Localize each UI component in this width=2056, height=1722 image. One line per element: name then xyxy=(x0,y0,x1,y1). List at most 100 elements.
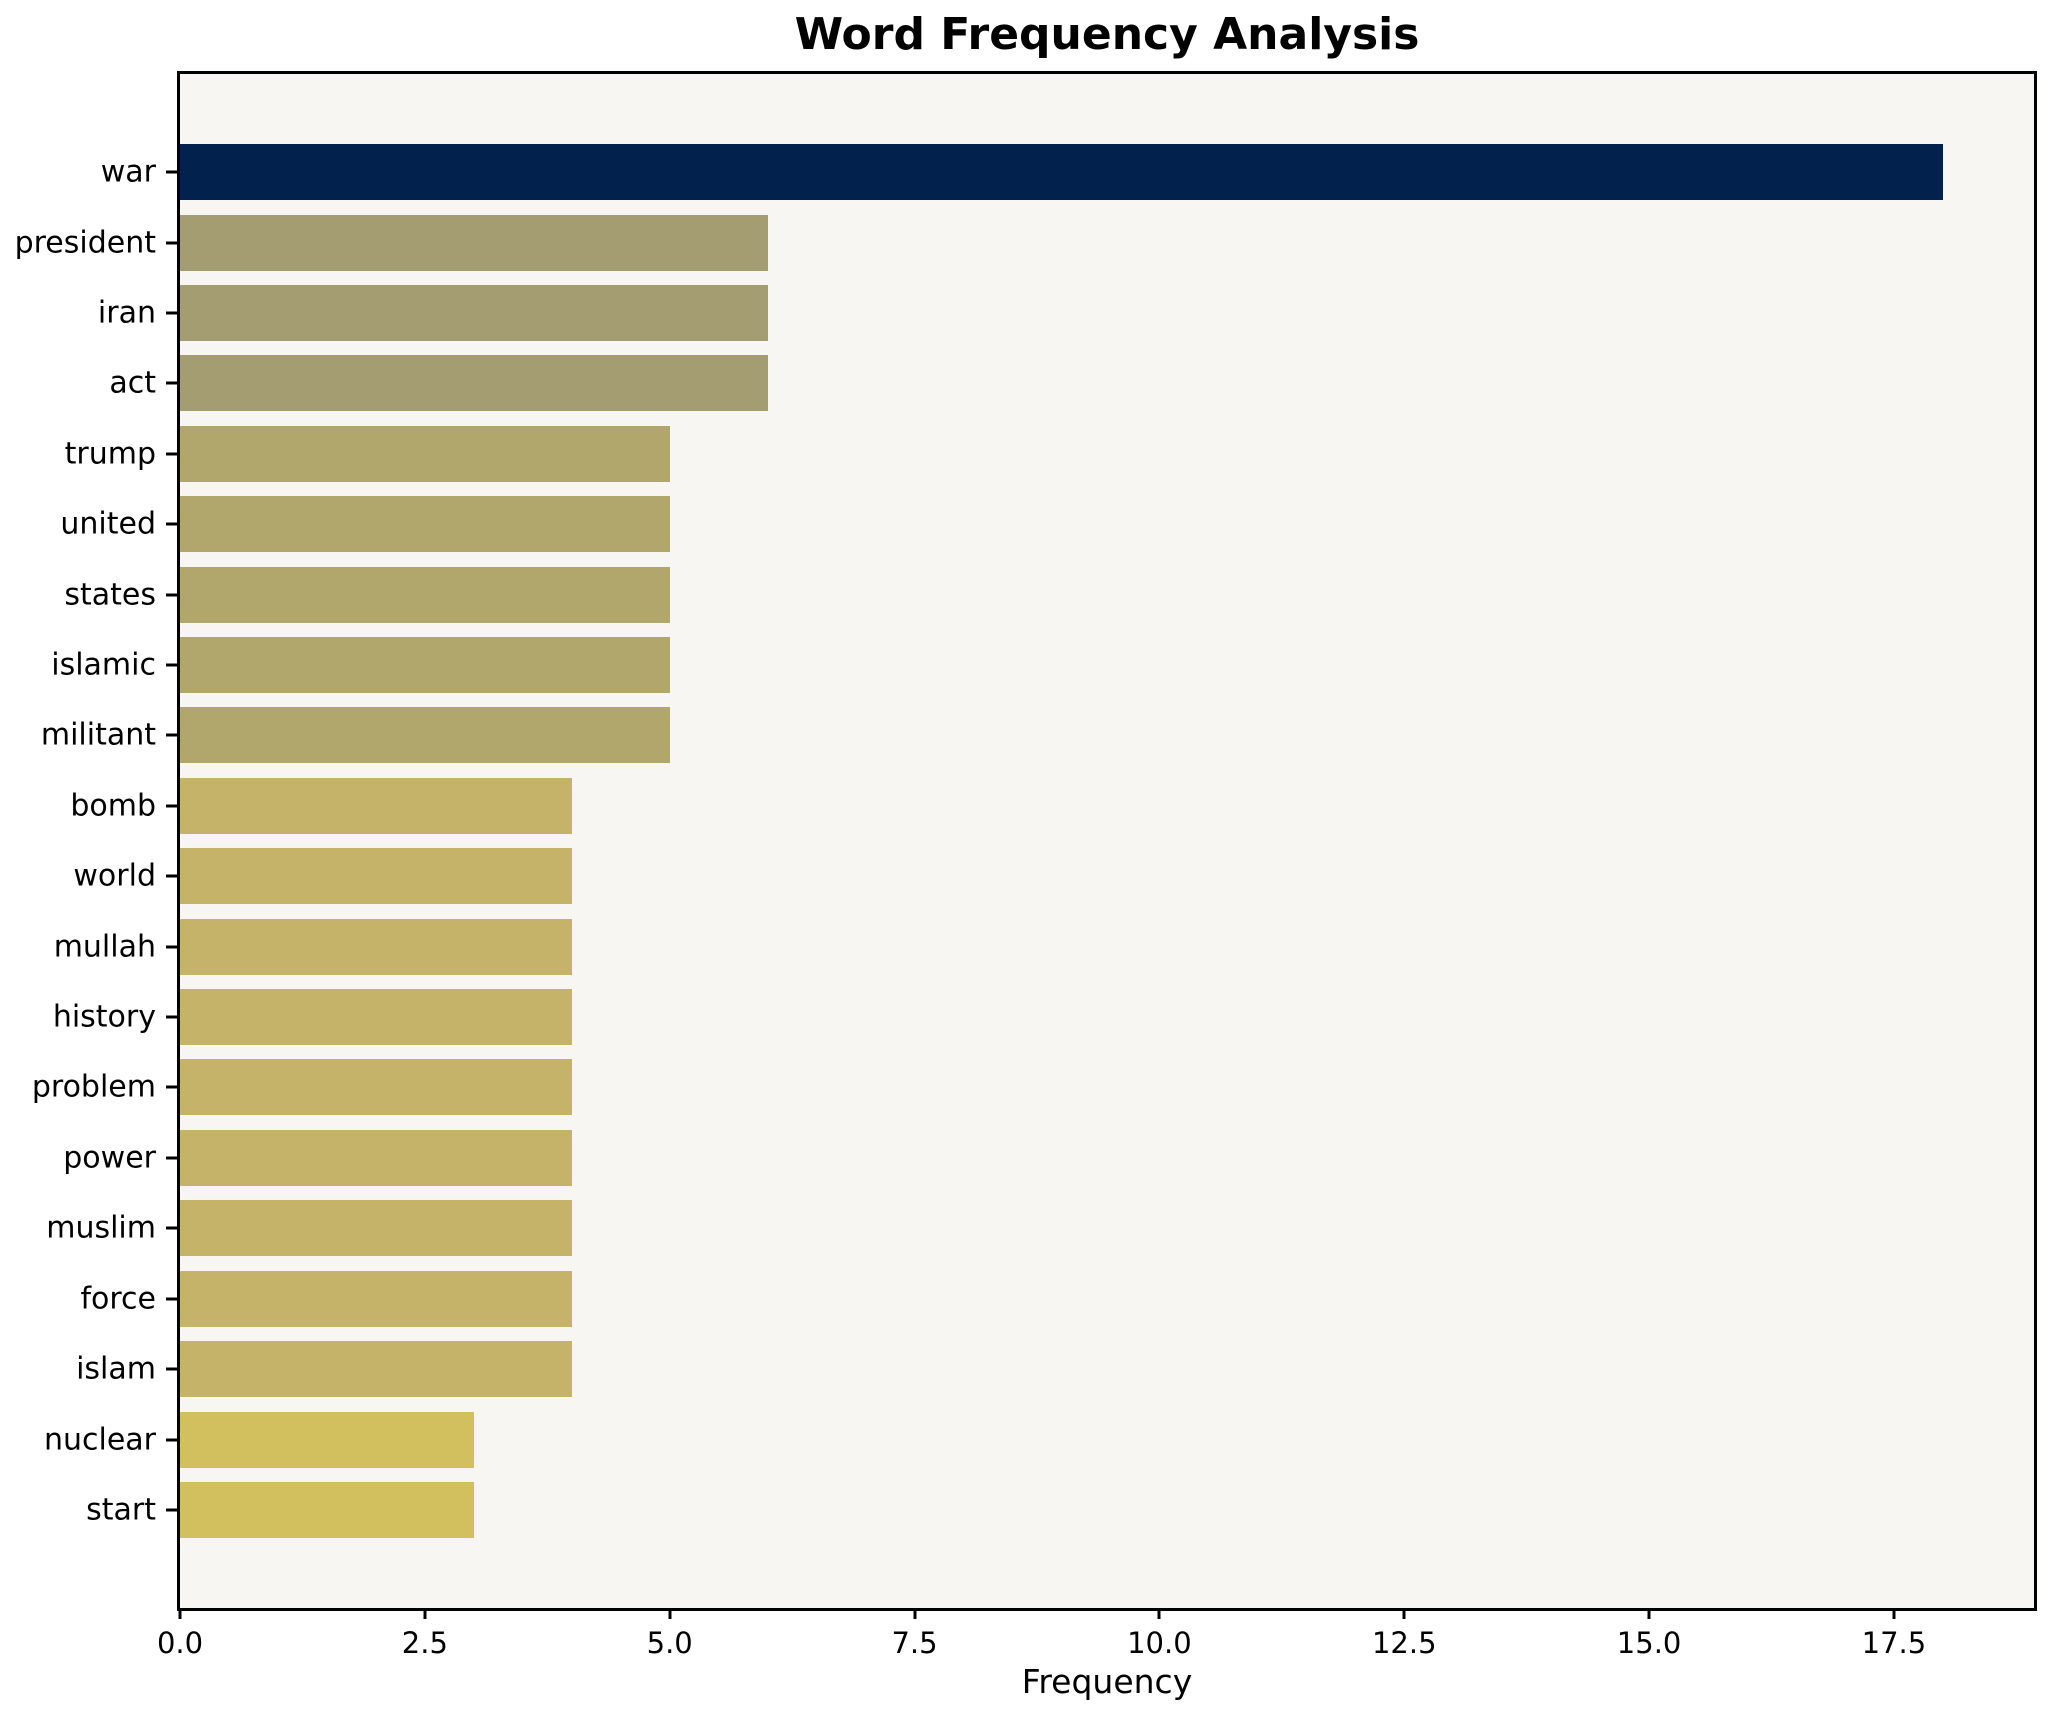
y-tick-mark xyxy=(166,945,177,949)
x-tick-label: 15.0 xyxy=(1616,1626,1682,1660)
frequency-bar xyxy=(180,777,572,834)
y-tick-label: states xyxy=(64,577,156,613)
y-tick-mark xyxy=(166,1226,177,1230)
frequency-bar xyxy=(180,989,572,1046)
y-tick-mark xyxy=(166,593,177,597)
x-tick-label: 17.5 xyxy=(1861,1626,1927,1660)
y-tick-mark xyxy=(166,1015,177,1019)
bar-row: start xyxy=(86,1475,2034,1545)
bars-container: war president iran act trump united states isla… xyxy=(15,137,2034,1545)
frequency-bar xyxy=(180,425,670,482)
y-tick-label: militant xyxy=(40,717,156,753)
frequency-bar xyxy=(180,566,670,623)
x-tick-mark xyxy=(1647,1608,1651,1619)
x-tick-label: 7.5 xyxy=(891,1626,938,1660)
y-tick-label: power xyxy=(63,1140,156,1176)
x-tick-mark xyxy=(178,1608,182,1619)
y-tick-label: mullah xyxy=(53,929,156,965)
x-axis-title: Frequency xyxy=(1021,1662,1193,1701)
bar-row: bomb xyxy=(70,771,2034,841)
bar-row: mullah xyxy=(54,911,2034,981)
x-tick-mark xyxy=(1157,1608,1161,1619)
bar-row: islamic xyxy=(51,630,2034,700)
bar-row: militant xyxy=(41,700,2034,770)
bar-row: world xyxy=(73,841,2034,911)
plot-area: war president iran act trump united states isla… xyxy=(15,71,2037,1660)
x-tick-mark xyxy=(1402,1608,1406,1619)
y-tick-label: islamic xyxy=(51,647,156,683)
frequency-bar xyxy=(180,355,768,412)
y-tick-mark xyxy=(166,381,177,385)
frequency-bar xyxy=(180,144,1943,201)
x-tick-mark xyxy=(423,1608,427,1619)
bar-row: trump xyxy=(65,419,2034,489)
bar-row: states xyxy=(64,559,2034,629)
bar-row: power xyxy=(63,1123,2034,1193)
x-tick-label: 2.5 xyxy=(401,1626,448,1660)
x-tick-label: 5.0 xyxy=(646,1626,693,1660)
bar-row: united xyxy=(60,489,2034,559)
bar-row: president xyxy=(15,207,2034,277)
y-tick-mark xyxy=(166,311,177,315)
y-tick-label: history xyxy=(52,999,156,1035)
frequency-bar xyxy=(180,848,572,905)
frequency-bar xyxy=(180,1341,572,1398)
bar-row: act xyxy=(109,348,2034,418)
y-tick-mark xyxy=(166,522,177,526)
y-tick-label: muslim xyxy=(46,1210,156,1246)
y-tick-mark xyxy=(166,452,177,456)
y-tick-label: president xyxy=(14,225,156,261)
frequency-bar xyxy=(180,637,670,694)
bar-row: problem xyxy=(32,1052,2034,1122)
x-tick-label: 12.5 xyxy=(1371,1626,1437,1660)
y-tick-mark xyxy=(166,1156,177,1160)
y-tick-label: start xyxy=(86,1492,156,1528)
y-tick-mark xyxy=(166,1367,177,1371)
bar-row: nuclear xyxy=(44,1404,2034,1474)
y-tick-mark xyxy=(166,241,177,245)
y-tick-label: world xyxy=(73,858,156,894)
bar-row: muslim xyxy=(46,1193,2034,1263)
frequency-bar xyxy=(180,1200,572,1257)
y-tick-label: problem xyxy=(31,1069,156,1105)
frequency-bar xyxy=(180,1059,572,1116)
y-tick-mark xyxy=(166,874,177,878)
bar-row: iran xyxy=(98,278,2034,348)
bar-row: islam xyxy=(76,1334,2034,1404)
y-tick-label: iran xyxy=(97,295,156,331)
frequency-bar xyxy=(180,707,670,764)
y-tick-mark xyxy=(166,663,177,667)
frequency-bar xyxy=(180,1481,474,1538)
x-tick-mark xyxy=(913,1608,917,1619)
x-tick-label: 10.0 xyxy=(1127,1626,1192,1660)
y-tick-mark xyxy=(166,170,177,174)
chart-title: Word Frequency Analysis xyxy=(794,9,1420,60)
y-tick-label: war xyxy=(100,154,156,190)
y-tick-label: islam xyxy=(76,1351,156,1387)
x-tick-label: 0.0 xyxy=(156,1626,204,1660)
bar-row: force xyxy=(80,1264,2034,1334)
frequency-bar xyxy=(180,285,768,342)
frequency-bar xyxy=(180,1129,572,1186)
y-tick-label: nuclear xyxy=(43,1422,156,1458)
x-tick-mark xyxy=(1892,1608,1896,1619)
frequency-bar xyxy=(180,496,670,553)
y-tick-mark xyxy=(166,1508,177,1512)
frequency-bar xyxy=(180,1411,474,1468)
y-tick-label: trump xyxy=(64,436,156,472)
y-tick-label: force xyxy=(80,1281,156,1317)
y-tick-mark xyxy=(166,1438,177,1442)
frequency-bar xyxy=(180,214,768,271)
y-tick-label: united xyxy=(60,506,156,542)
y-tick-mark xyxy=(166,1085,177,1089)
frequency-bar xyxy=(180,918,572,975)
bar-row: war xyxy=(101,137,2034,207)
frequency-bar xyxy=(180,1270,572,1327)
y-tick-mark xyxy=(166,733,177,737)
y-tick-mark xyxy=(166,1297,177,1301)
x-tick-mark xyxy=(668,1608,672,1619)
bar-row: history xyxy=(53,982,2034,1052)
y-tick-mark xyxy=(166,804,177,808)
y-tick-label: act xyxy=(109,365,156,401)
y-tick-label: bomb xyxy=(70,788,156,824)
